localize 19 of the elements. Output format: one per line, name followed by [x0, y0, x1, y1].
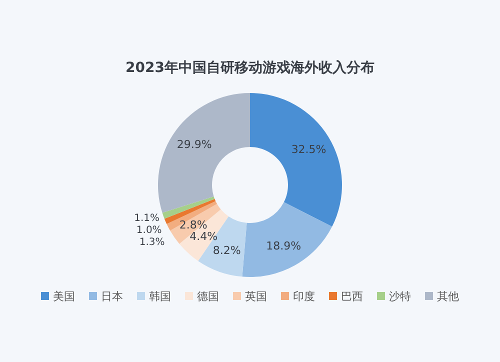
data-label: 4.4% — [190, 230, 218, 244]
data-label: 1.3% — [139, 237, 165, 248]
data-label: 1.0% — [136, 225, 162, 236]
legend-label: 其他 — [437, 290, 459, 303]
legend-label: 韩国 — [149, 290, 171, 303]
data-label: 8.2% — [212, 244, 241, 257]
data-label: 32.5% — [291, 142, 326, 156]
data-label: 29.9% — [176, 138, 212, 152]
legend-label: 日本 — [101, 290, 123, 303]
data-label: 1.1% — [134, 213, 160, 224]
data-label: 2.8% — [179, 218, 208, 232]
chart-title: 2023年中国自研移动游戏海外收入分布 — [126, 60, 374, 76]
legend-label: 美国 — [53, 290, 75, 303]
data-label: 18.9% — [266, 239, 302, 252]
legend-label: 沙特 — [389, 290, 411, 303]
legend-label: 印度 — [293, 290, 315, 303]
legend-label: 德国 — [197, 290, 219, 303]
legend-label: 英国 — [245, 290, 267, 303]
legend-label: 巴西 — [341, 290, 363, 303]
